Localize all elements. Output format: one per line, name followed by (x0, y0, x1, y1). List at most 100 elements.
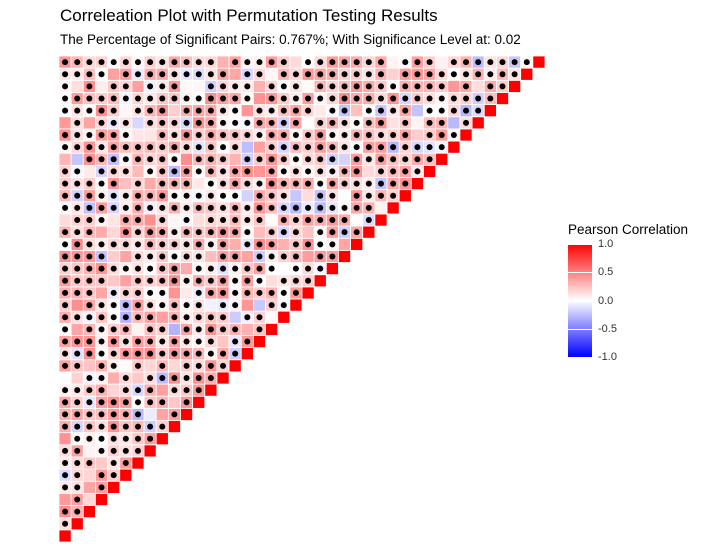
nonsignificant-dot (183, 277, 190, 284)
nonsignificant-dot (147, 95, 154, 102)
nonsignificant-dot (365, 95, 372, 102)
nonsignificant-dot (62, 326, 69, 333)
nonsignificant-dot (122, 326, 129, 333)
nonsignificant-dot (183, 131, 190, 138)
nonsignificant-dot (98, 447, 105, 454)
nonsignificant-dot (207, 289, 214, 296)
nonsignificant-dot (147, 144, 154, 151)
nonsignificant-dot (74, 362, 81, 369)
nonsignificant-dot (244, 217, 251, 224)
nonsignificant-dot (110, 204, 117, 211)
nonsignificant-dot (62, 289, 69, 296)
correlation-tile (192, 213, 206, 227)
nonsignificant-dot (220, 302, 227, 309)
diagonal-tile (277, 310, 291, 324)
nonsignificant-dot (183, 144, 190, 151)
nonsignificant-dot (171, 387, 178, 394)
correlation-tile (58, 213, 72, 227)
correlation-tile (313, 104, 327, 118)
nonsignificant-dot (280, 156, 287, 163)
nonsignificant-dot (365, 217, 372, 224)
nonsignificant-dot (475, 59, 482, 66)
nonsignificant-dot (232, 192, 239, 199)
nonsignificant-dot (329, 192, 336, 199)
nonsignificant-dot (438, 83, 445, 90)
nonsignificant-dot (280, 229, 287, 236)
nonsignificant-dot (390, 156, 397, 163)
correlation-tile (107, 213, 121, 227)
nonsignificant-dot (134, 192, 141, 199)
nonsignificant-dot (171, 180, 178, 187)
nonsignificant-dot (183, 168, 190, 175)
nonsignificant-dot (159, 144, 166, 151)
nonsignificant-dot (110, 119, 117, 126)
nonsignificant-dot (244, 168, 251, 175)
correlation-tile (155, 310, 169, 324)
nonsignificant-dot (86, 423, 93, 430)
correlation-tile (471, 79, 485, 93)
nonsignificant-dot (220, 168, 227, 175)
nonsignificant-dot (159, 71, 166, 78)
nonsignificant-dot (256, 253, 263, 260)
legend: Pearson Correlation 1.0 0.5 0.0 -0.5 -1.0 (568, 222, 688, 363)
nonsignificant-dot (195, 192, 202, 199)
nonsignificant-dot (317, 241, 324, 248)
nonsignificant-dot (134, 71, 141, 78)
nonsignificant-dot (329, 180, 336, 187)
nonsignificant-dot (305, 59, 312, 66)
nonsignificant-dot (280, 180, 287, 187)
nonsignificant-dot (232, 326, 239, 333)
correlation-tile (252, 298, 266, 312)
nonsignificant-dot (86, 350, 93, 357)
nonsignificant-dot (122, 241, 129, 248)
correlation-tile (386, 116, 400, 130)
legend-tick (568, 357, 592, 358)
correlation-tile (167, 322, 181, 336)
nonsignificant-dot (183, 229, 190, 236)
nonsignificant-dot (232, 289, 239, 296)
nonsignificant-dot (195, 277, 202, 284)
nonsignificant-dot (341, 168, 348, 175)
nonsignificant-dot (159, 156, 166, 163)
nonsignificant-dot (402, 156, 409, 163)
nonsignificant-dot (98, 107, 105, 114)
nonsignificant-dot (341, 71, 348, 78)
nonsignificant-dot (110, 362, 117, 369)
nonsignificant-dot (98, 302, 105, 309)
nonsignificant-dot (134, 289, 141, 296)
nonsignificant-dot (390, 131, 397, 138)
nonsignificant-dot (147, 83, 154, 90)
nonsignificant-dot (377, 156, 384, 163)
diagonal-tile (228, 359, 242, 373)
nonsignificant-dot (390, 107, 397, 114)
nonsignificant-dot (280, 204, 287, 211)
nonsignificant-dot (220, 83, 227, 90)
nonsignificant-dot (317, 180, 324, 187)
nonsignificant-dot (317, 192, 324, 199)
nonsignificant-dot (305, 277, 312, 284)
nonsignificant-dot (122, 131, 129, 138)
nonsignificant-dot (414, 156, 421, 163)
nonsignificant-dot (122, 435, 129, 442)
nonsignificant-dot (280, 217, 287, 224)
nonsignificant-dot (171, 156, 178, 163)
nonsignificant-dot (62, 241, 69, 248)
nonsignificant-dot (232, 302, 239, 309)
nonsignificant-dot (317, 253, 324, 260)
nonsignificant-dot (438, 119, 445, 126)
nonsignificant-dot (220, 229, 227, 236)
nonsignificant-dot (317, 217, 324, 224)
diagonal-tile (374, 213, 388, 227)
nonsignificant-dot (98, 277, 105, 284)
nonsignificant-dot (74, 204, 81, 211)
nonsignificant-dot (159, 204, 166, 211)
nonsignificant-dot (62, 277, 69, 284)
nonsignificant-dot (329, 71, 336, 78)
nonsignificant-dot (220, 326, 227, 333)
nonsignificant-dot (159, 253, 166, 260)
nonsignificant-dot (86, 217, 93, 224)
nonsignificant-dot (159, 338, 166, 345)
nonsignificant-dot (122, 350, 129, 357)
correlation-tile (82, 468, 96, 482)
nonsignificant-dot (62, 520, 69, 527)
